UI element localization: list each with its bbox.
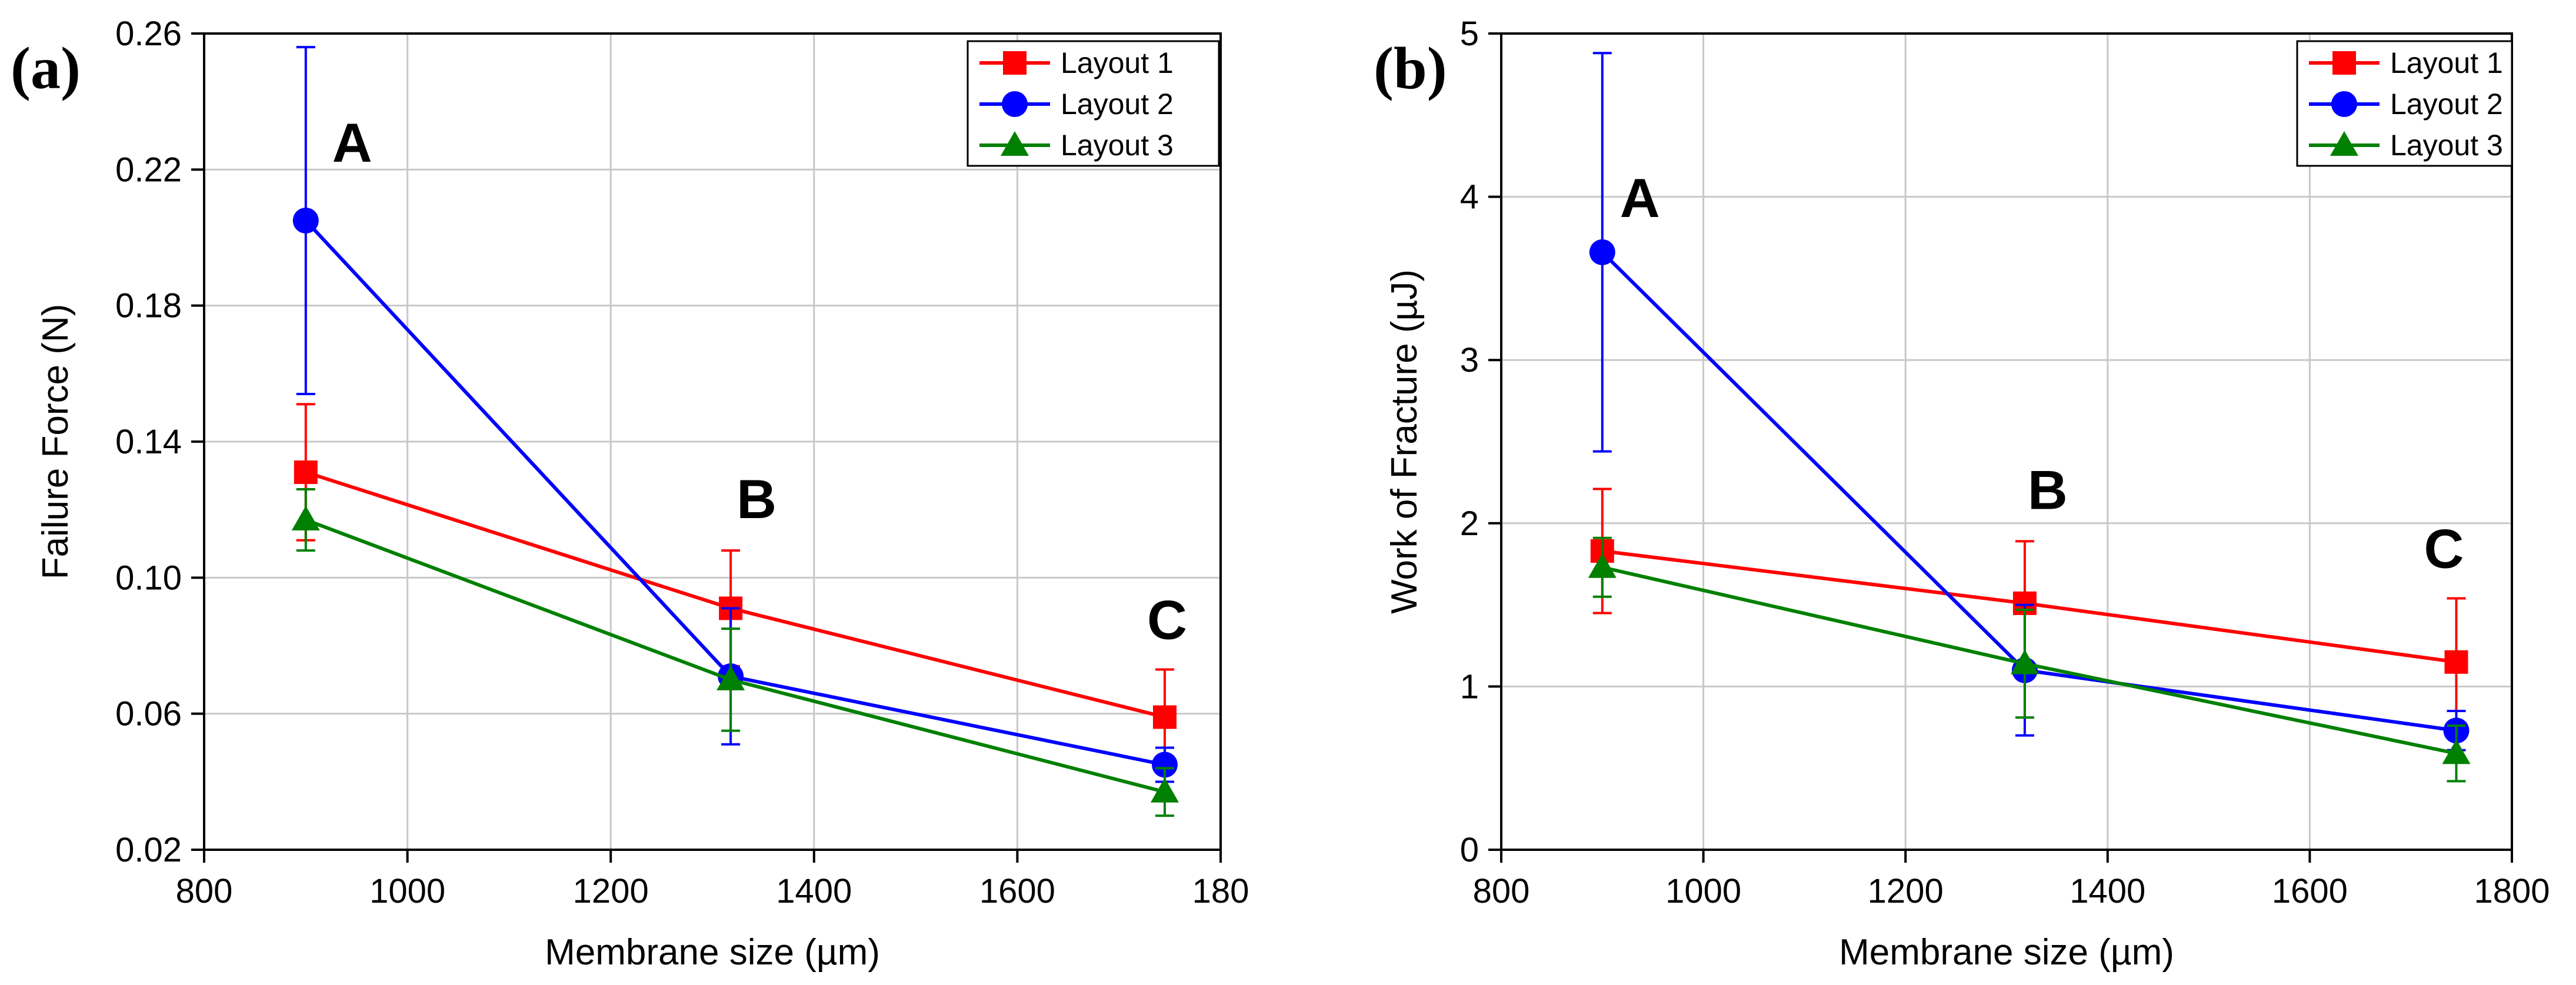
data-point-triangle bbox=[2010, 649, 2039, 675]
x-tick-label: 800 bbox=[176, 872, 233, 910]
y-tick-label: 4 bbox=[1460, 178, 1479, 216]
data-point-square bbox=[1003, 51, 1027, 75]
data-point-square bbox=[1152, 705, 1177, 729]
data-point-square bbox=[294, 460, 318, 485]
y-tick-label: 0.14 bbox=[115, 423, 182, 461]
data-point-circle bbox=[1151, 752, 1178, 778]
data-point-circle bbox=[2331, 91, 2357, 117]
x-tick-label: 1200 bbox=[573, 872, 649, 910]
data-point-triangle bbox=[1001, 131, 1029, 156]
y-tick-label: 0.26 bbox=[115, 15, 182, 53]
data-point-triangle bbox=[291, 506, 320, 531]
point-label-c: C bbox=[2424, 517, 2464, 579]
y-tick-label: 0.22 bbox=[115, 151, 182, 189]
data-point-triangle bbox=[1150, 777, 1179, 803]
legend-label: Layout 1 bbox=[1061, 46, 1174, 79]
y-tick-label: 2 bbox=[1460, 505, 1479, 543]
legend: Layout 1 Layout 2 Layout 3 bbox=[967, 40, 1220, 167]
x-tick-label: 180 bbox=[1192, 872, 1249, 910]
series-layout-3 bbox=[1588, 536, 2471, 783]
x-tick-label: 1000 bbox=[1665, 872, 1741, 910]
data-point-square bbox=[2444, 650, 2468, 674]
point-label-b: B bbox=[2028, 459, 2068, 520]
legend-label: Layout 2 bbox=[2390, 88, 2503, 121]
data-point-circle bbox=[1002, 91, 1028, 117]
data-point-circle bbox=[292, 208, 319, 234]
x-tick-label: 1000 bbox=[369, 872, 445, 910]
y-tick-label: 1 bbox=[1460, 667, 1479, 706]
point-label-c: C bbox=[1147, 589, 1187, 650]
series-line bbox=[305, 518, 1165, 794]
x-tick-label: 1600 bbox=[979, 872, 1055, 910]
x-tick-label: 1600 bbox=[2272, 872, 2348, 910]
data-point-triangle bbox=[2442, 739, 2471, 764]
point-label-b: B bbox=[737, 468, 777, 530]
series-layout-1 bbox=[294, 403, 1177, 766]
legend: Layout 1 Layout 2 Layout 3 bbox=[2296, 40, 2513, 167]
legend-label: Layout 2 bbox=[1061, 88, 1174, 121]
point-label-a: A bbox=[1620, 167, 1660, 229]
x-tick-label: 1800 bbox=[2474, 872, 2550, 910]
legend-label: Layout 3 bbox=[1061, 129, 1174, 162]
legend-label: Layout 1 bbox=[2390, 46, 2503, 79]
x-axis-title: Membrane size (µm) bbox=[1839, 932, 2174, 973]
x-axis-title: Membrane size (µm) bbox=[545, 932, 880, 973]
x-tick-label: 1400 bbox=[776, 872, 852, 910]
series-layout-1 bbox=[1590, 488, 2468, 727]
y-tick-label: 0 bbox=[1460, 831, 1479, 869]
data-point-square bbox=[2332, 51, 2356, 75]
data-point-triangle bbox=[717, 665, 745, 690]
y-tick-label: 0.10 bbox=[115, 559, 182, 597]
y-tick-label: 0.18 bbox=[115, 287, 182, 325]
panel-label: (a) bbox=[11, 35, 81, 102]
legend-label: Layout 3 bbox=[2390, 129, 2503, 162]
y-tick-label: 0.02 bbox=[115, 831, 182, 869]
panel-label: (b) bbox=[1374, 35, 1447, 102]
y-tick-label: 5 bbox=[1460, 15, 1479, 53]
data-point-triangle bbox=[1588, 553, 1617, 578]
x-tick-label: 1200 bbox=[1868, 872, 1944, 910]
plot-frame bbox=[1500, 32, 2513, 851]
y-axis-title: Work of Fracture (µJ) bbox=[1384, 269, 1425, 614]
series-layout-3 bbox=[291, 488, 1179, 817]
x-tick-label: 800 bbox=[1473, 872, 1530, 910]
chart-panel-b: 800 1000 1200 1400 1600 1800 0 1 2 3 4 5 Membrane si… bbox=[1374, 15, 2550, 973]
y-axis-title: Failure Force (N) bbox=[35, 304, 76, 580]
data-point-triangle bbox=[2330, 131, 2358, 156]
point-label-a: A bbox=[332, 112, 372, 173]
chart-panel-a: 800 1000 1200 1400 1600 180 0.02 0.06 0.10 0.14 0.… bbox=[11, 15, 1249, 973]
x-tick-label: 1400 bbox=[2070, 872, 2145, 910]
y-tick-label: 3 bbox=[1460, 341, 1479, 379]
data-point-circle bbox=[1589, 239, 1615, 265]
y-tick-label: 0.06 bbox=[115, 695, 182, 733]
